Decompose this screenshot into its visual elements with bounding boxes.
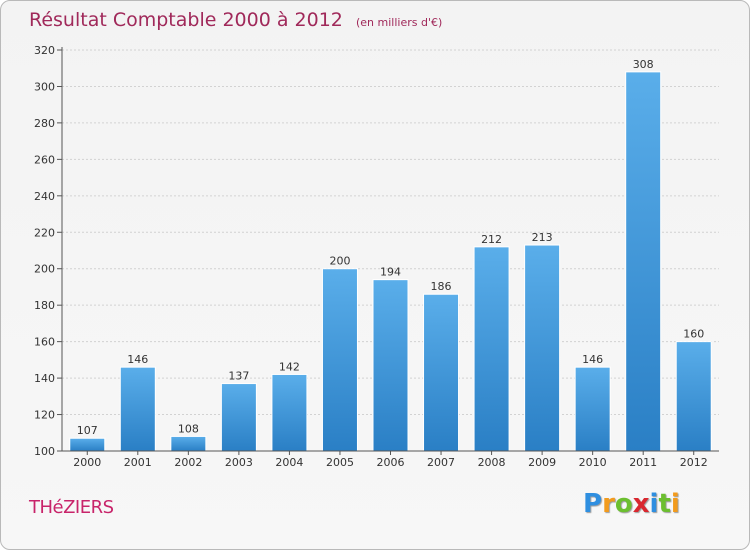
- bar: [524, 244, 561, 452]
- bar-value-label: 194: [380, 266, 401, 279]
- bar-value-label: 212: [481, 233, 502, 246]
- x-tick-label: 2001: [124, 456, 152, 469]
- x-tick-label: 2003: [225, 456, 253, 469]
- x-tick-label: 2004: [275, 456, 303, 469]
- bar: [271, 373, 308, 452]
- bar-value-label: 213: [532, 231, 553, 244]
- chart-subtitle: (en milliers d'€): [355, 16, 443, 29]
- bar: [220, 383, 257, 452]
- chart-title: Résultat Comptable 2000 à 2012: [29, 9, 343, 31]
- proxiti-logo: Proxiti: [583, 489, 680, 519]
- bar: [675, 341, 712, 452]
- logo-letter: o: [614, 489, 633, 519]
- y-tick-label: 260: [34, 153, 55, 166]
- y-tick-label: 100: [34, 445, 55, 458]
- logo-letter: P: [583, 489, 603, 519]
- bar: [170, 435, 207, 452]
- bar: [625, 71, 662, 452]
- y-tick-label: 140: [34, 372, 55, 385]
- y-tick-label: 320: [34, 44, 55, 57]
- commune-name: THéZIERS: [29, 497, 114, 518]
- bar-value-label: 146: [582, 353, 603, 366]
- bars: [69, 71, 712, 452]
- labels: 100 120 140 160 180 200 220 240 260 280 300 320 107 2…: [34, 44, 708, 469]
- x-tick-label: 2000: [73, 456, 101, 469]
- y-tick-label: 280: [34, 117, 55, 130]
- x-tick-label: 2008: [478, 456, 506, 469]
- x-tick-label: 2005: [326, 456, 354, 469]
- logo-letter: x: [632, 489, 650, 519]
- y-tick-label: 300: [34, 80, 55, 93]
- y-tick-label: 120: [34, 409, 55, 422]
- y-tick-label: 180: [34, 299, 55, 312]
- y-tick-label: 220: [34, 226, 55, 239]
- bar-value-label: 107: [77, 424, 98, 437]
- bar: [574, 366, 611, 452]
- logo-letter: i: [649, 489, 659, 519]
- x-tick-label: 2009: [528, 456, 556, 469]
- x-tick-label: 2012: [680, 456, 708, 469]
- bar: [119, 366, 156, 452]
- bar-value-label: 160: [683, 328, 704, 341]
- bar-value-label: 146: [127, 353, 148, 366]
- logo-letter: r: [602, 489, 615, 519]
- x-tick-label: 2006: [377, 456, 405, 469]
- bar: [473, 246, 510, 452]
- bar-value-label: 186: [431, 280, 452, 293]
- x-tick-label: 2010: [579, 456, 607, 469]
- logo-letter: i: [670, 489, 680, 519]
- bar: [372, 279, 409, 452]
- bar-value-label: 308: [633, 58, 654, 71]
- bar-value-label: 200: [329, 255, 350, 268]
- bar: [321, 268, 358, 452]
- bar-value-label: 108: [178, 422, 199, 435]
- y-tick-label: 200: [34, 263, 55, 276]
- bar: [69, 437, 106, 452]
- y-tick-label: 240: [34, 190, 55, 203]
- logo-letter: t: [658, 489, 671, 519]
- x-tick-label: 2011: [629, 456, 657, 469]
- axes: [57, 47, 719, 455]
- bar: [423, 293, 460, 452]
- bar-value-label: 142: [279, 360, 300, 373]
- x-tick-label: 2007: [427, 456, 455, 469]
- bar-value-label: 137: [228, 370, 249, 383]
- x-tick-label: 2002: [174, 456, 202, 469]
- y-tick-label: 160: [34, 336, 55, 349]
- title-row: Résultat Comptable 2000 à 2012 (en milli…: [29, 9, 442, 31]
